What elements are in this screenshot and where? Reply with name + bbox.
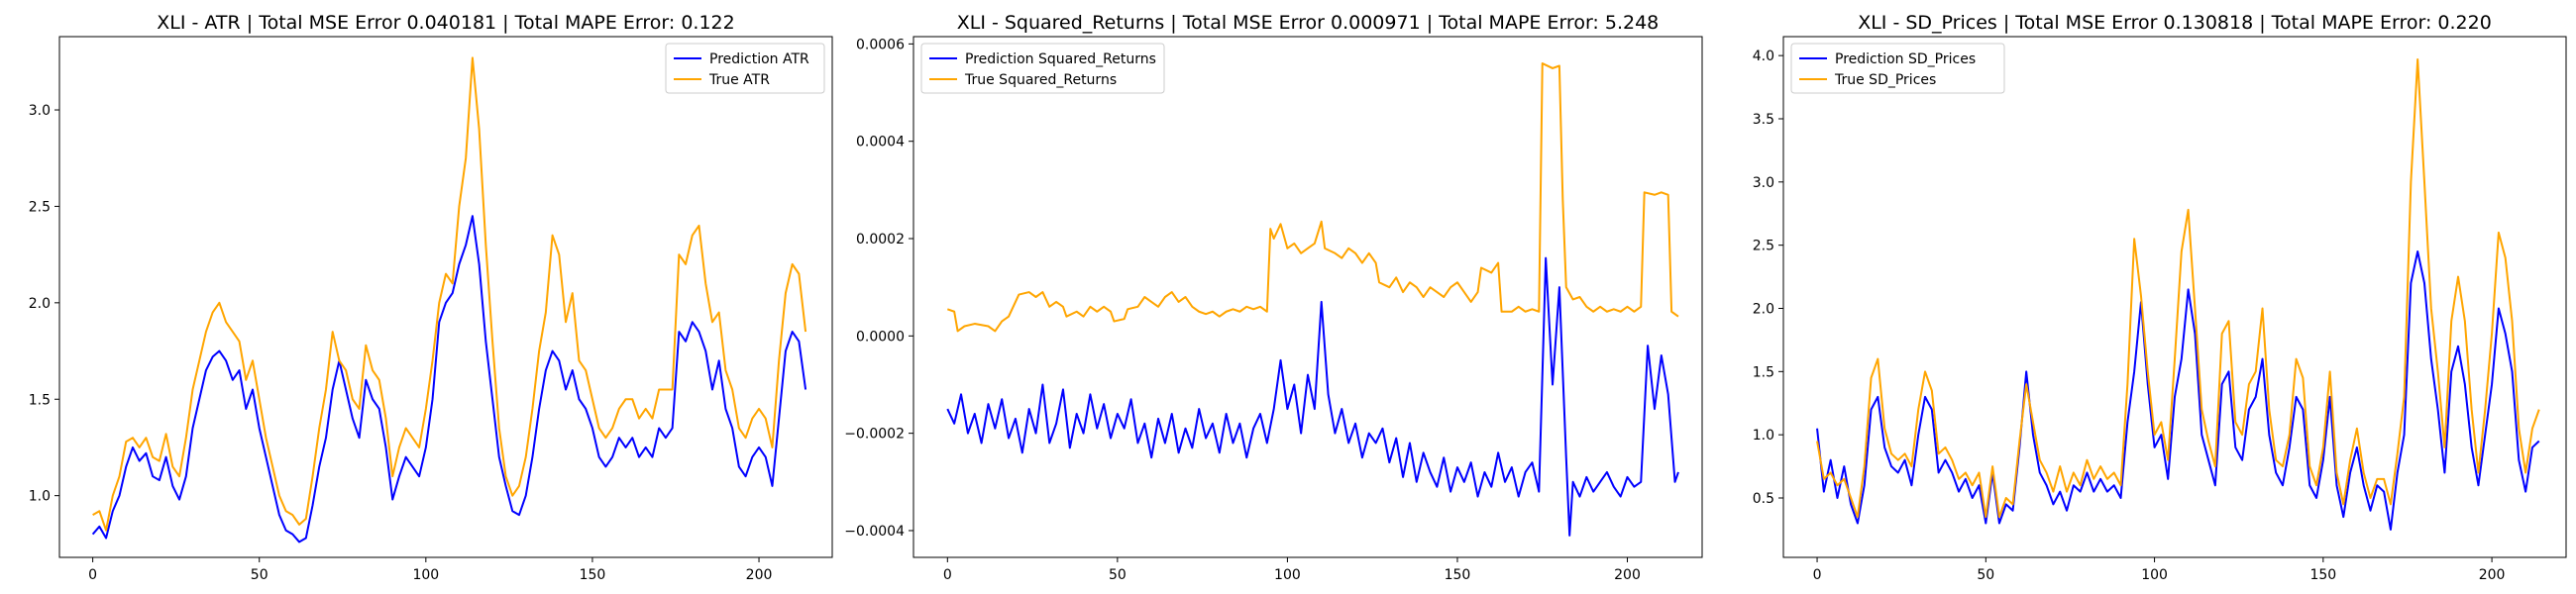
- y-tick-label: 0.5: [1753, 491, 1774, 507]
- x-tick-label: 150: [1445, 567, 1471, 583]
- axes-frame: [58, 36, 833, 558]
- x-tick-label: 0: [88, 567, 97, 583]
- prediction-series-line: [91, 215, 807, 544]
- x-tick-label: 50: [1977, 567, 1994, 583]
- x-tick-label: 0: [943, 567, 952, 583]
- legend-box: [920, 43, 1165, 94]
- true-series-line: [1816, 57, 2540, 519]
- y-tick-label: 1.5: [29, 392, 51, 408]
- true-series-line: [946, 62, 1679, 333]
- legend: Prediction ATR True ATR: [665, 43, 825, 94]
- y-tick-label: 1.0: [29, 489, 51, 505]
- y-tick-label: 3.0: [29, 103, 51, 119]
- x-tick-label: 100: [1274, 567, 1301, 583]
- x-tick-label: 200: [746, 567, 773, 583]
- y-tick-label: 0.0006: [856, 37, 905, 52]
- y-tick-label: 0.0004: [856, 135, 905, 150]
- y-tick-label: 4.0: [1753, 49, 1774, 64]
- legend-label: True Squared_Returns: [964, 72, 1117, 88]
- legend-label: True ATR: [708, 72, 770, 88]
- chart-atr: XLI - ATR | Total MSE Error 0.040181 | T…: [29, 12, 833, 583]
- chart-sd-prices: XLI - SD_Prices | Total MSE Error 0.1308…: [1753, 12, 2567, 583]
- axes-frame: [912, 36, 1703, 558]
- true-series-line: [92, 56, 807, 532]
- y-tick-label: 2.0: [1753, 301, 1774, 317]
- chart-title: XLI - ATR | Total MSE Error 0.040181 | T…: [157, 12, 734, 34]
- x-tick-label: 100: [412, 567, 439, 583]
- y-tick-label: 3.5: [1753, 112, 1774, 128]
- y-tick-label: 2.0: [29, 296, 51, 312]
- x-tick-label: 150: [2309, 567, 2336, 583]
- legend-box: [1790, 43, 2005, 94]
- y-tick-label: −0.0004: [844, 524, 905, 540]
- y-tick-label: 3.0: [1753, 175, 1774, 191]
- chart-squared-returns: XLI - Squared_Returns | Total MSE Error …: [844, 12, 1703, 583]
- y-tick-label: 1.5: [1753, 364, 1774, 380]
- legend-box: [665, 43, 825, 94]
- prediction-series-line: [946, 256, 1679, 537]
- y-tick-label: 0.0002: [856, 232, 905, 248]
- x-tick-label: 100: [2141, 567, 2168, 583]
- x-tick-label: 200: [2479, 567, 2506, 583]
- x-tick-label: 150: [580, 567, 606, 583]
- legend-label: Prediction Squared_Returns: [965, 51, 1156, 67]
- legend-label: True SD_Prices: [1834, 72, 1936, 88]
- x-tick-label: 50: [251, 567, 268, 583]
- axes-frame: [1782, 36, 2567, 558]
- x-tick-label: 200: [1614, 567, 1641, 583]
- legend: Prediction SD_Prices True SD_Prices: [1790, 43, 2005, 94]
- y-tick-label: 2.5: [29, 199, 51, 215]
- y-tick-label: 1.0: [1753, 428, 1774, 444]
- y-tick-label: 2.5: [1753, 239, 1774, 254]
- legend-label: Prediction ATR: [709, 51, 809, 67]
- legend: Prediction Squared_Returns True Squared_R…: [920, 43, 1165, 94]
- chart-title: XLI - SD_Prices | Total MSE Error 0.1308…: [1858, 12, 2492, 34]
- y-tick-label: 0.0000: [856, 329, 905, 345]
- chart-title: XLI - Squared_Returns | Total MSE Error …: [957, 12, 1660, 34]
- legend-label: Prediction SD_Prices: [1835, 51, 1976, 67]
- y-tick-label: −0.0002: [844, 427, 905, 443]
- prediction-series-line: [1816, 250, 2540, 531]
- x-tick-label: 50: [1109, 567, 1127, 583]
- x-tick-label: 0: [1813, 567, 1822, 583]
